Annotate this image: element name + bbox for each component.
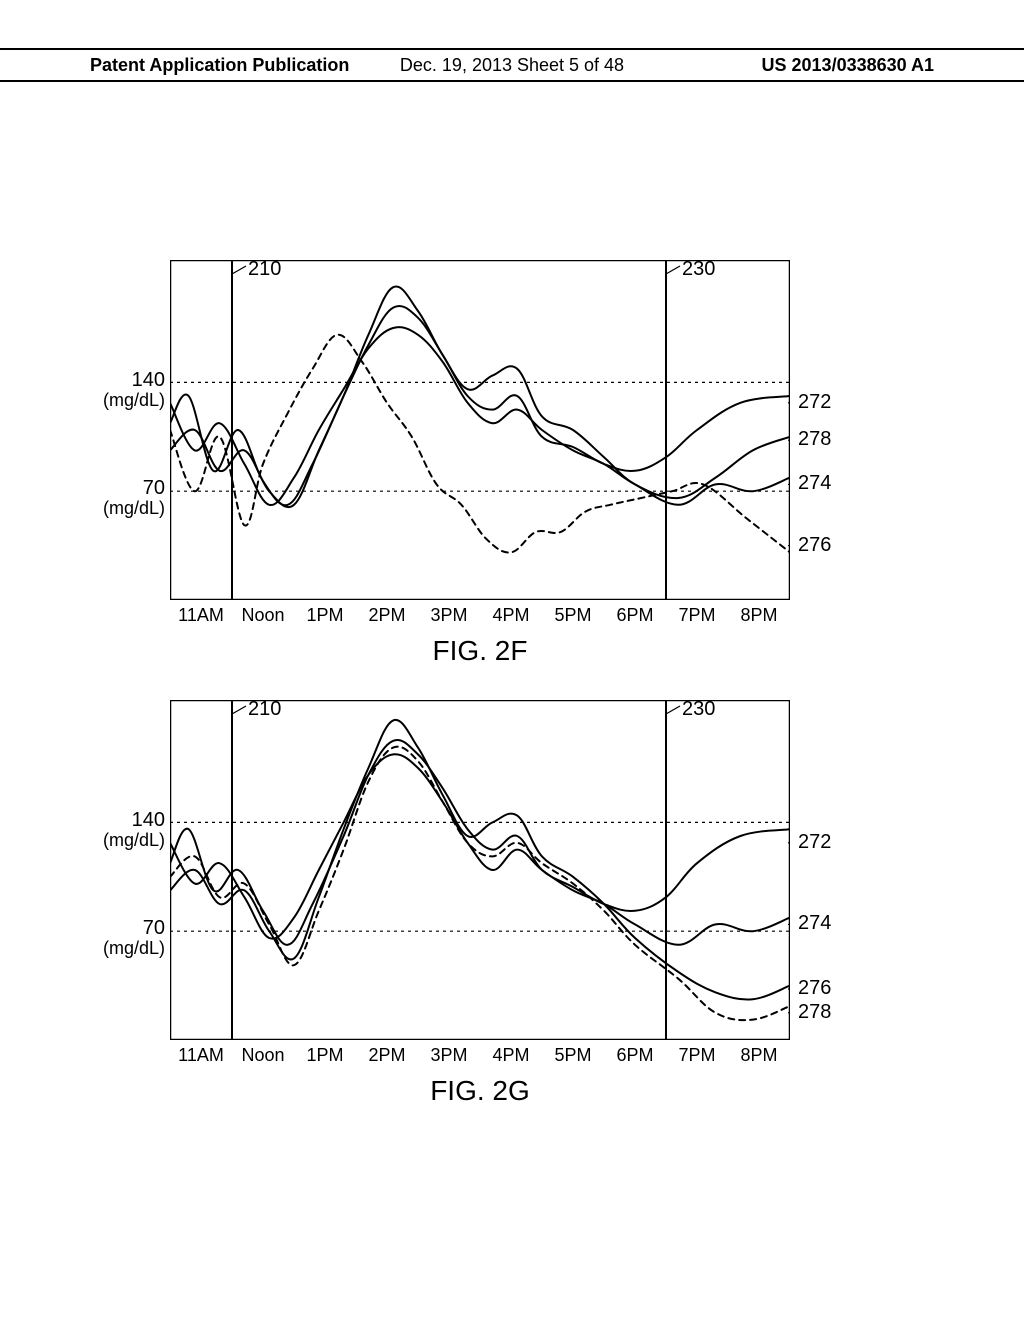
ref-210: 210 (248, 258, 281, 281)
x-tick-label: 8PM (740, 605, 777, 626)
header-publication: Patent Application Publication (90, 50, 371, 80)
y-label-high: 140 (mg/dL) (103, 370, 165, 410)
x-tick-label: 4PM (492, 605, 529, 626)
x-tick-label: 6PM (616, 1045, 653, 1066)
chart-2f-plot: 140 (mg/dL) 70 (mg/dL) 210 230 272 278 2… (170, 260, 790, 600)
lead-274-g: 274 (798, 912, 831, 935)
chart-2g-svg (170, 700, 790, 1040)
ref-230-g: 230 (682, 698, 715, 721)
page-header: Patent Application Publication Dec. 19, … (0, 48, 1024, 82)
lead-278-g: 278 (798, 1001, 831, 1024)
x-tick-label: Noon (241, 605, 284, 626)
header-row: Patent Application Publication Dec. 19, … (0, 50, 1024, 82)
x-tick-label: 2PM (368, 1045, 405, 1066)
header-sheet: Dec. 19, 2013 Sheet 5 of 48 (371, 50, 652, 80)
chart-2f-svg (170, 260, 790, 600)
figure-2g: 140 (mg/dL) 70 (mg/dL) 210 230 272 274 2… (170, 700, 790, 1040)
y-label-low-val: 70 (143, 477, 165, 499)
x-tick-label: 7PM (678, 1045, 715, 1066)
y-label-low: 70 (mg/dL) (103, 478, 165, 518)
x-tick-label: 6PM (616, 605, 653, 626)
y-label-low-unit-g: (mg/dL) (103, 938, 165, 958)
header-patent-number: US 2013/0338630 A1 (653, 50, 934, 80)
x-tick-label: 8PM (740, 1045, 777, 1066)
x-tick-label: 11AM (178, 1045, 224, 1066)
y-label-low-unit: (mg/dL) (103, 498, 165, 518)
x-tick-label: 3PM (430, 605, 467, 626)
y-label-high-val: 140 (132, 369, 165, 391)
figure-2f-title: FIG. 2F (170, 635, 790, 667)
ref-210-g: 210 (248, 698, 281, 721)
x-tick-label: 1PM (306, 605, 343, 626)
lead-272: 272 (798, 391, 831, 414)
x-tick-label: 7PM (678, 605, 715, 626)
figure-2f: 140 (mg/dL) 70 (mg/dL) 210 230 272 278 2… (170, 260, 790, 600)
x-tick-label: 4PM (492, 1045, 529, 1066)
y-label-low-g: 70 (mg/dL) (103, 918, 165, 958)
y-label-low-val-g: 70 (143, 917, 165, 939)
lead-272-g: 272 (798, 831, 831, 854)
x-tick-label: 11AM (178, 605, 224, 626)
chart-2g-plot: 140 (mg/dL) 70 (mg/dL) 210 230 272 274 2… (170, 700, 790, 1040)
x-tick-label: 2PM (368, 605, 405, 626)
lead-278: 278 (798, 428, 831, 451)
y-label-high-unit-g: (mg/dL) (103, 830, 165, 850)
x-tick-label: 3PM (430, 1045, 467, 1066)
lead-276: 276 (798, 534, 831, 557)
lead-276-g: 276 (798, 977, 831, 1000)
y-label-high-g: 140 (mg/dL) (103, 810, 165, 850)
x-tick-label: 1PM (306, 1045, 343, 1066)
x-tick-label: Noon (241, 1045, 284, 1066)
lead-274: 274 (798, 472, 831, 495)
x-tick-label: 5PM (554, 605, 591, 626)
x-tick-label: 5PM (554, 1045, 591, 1066)
figure-2g-title: FIG. 2G (170, 1075, 790, 1107)
ref-230: 230 (682, 258, 715, 281)
y-label-high-val-g: 140 (132, 809, 165, 831)
y-label-high-unit: (mg/dL) (103, 390, 165, 410)
